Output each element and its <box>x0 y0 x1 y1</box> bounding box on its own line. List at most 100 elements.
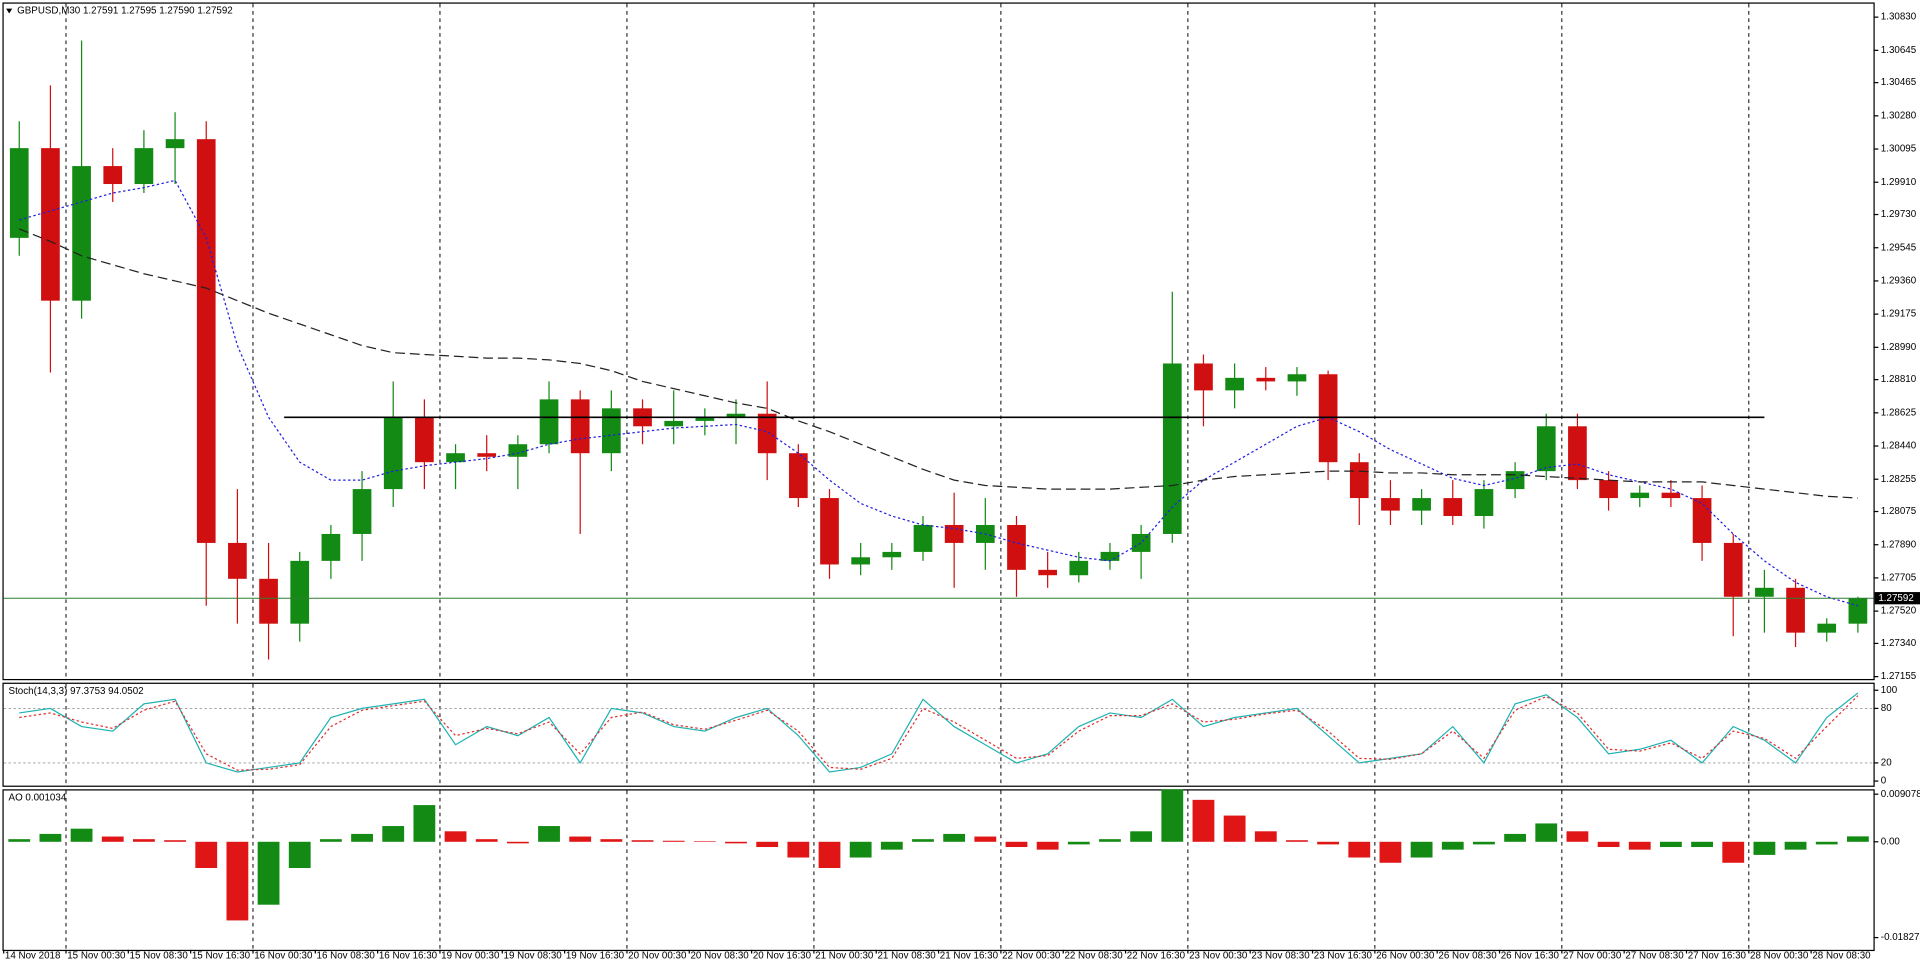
ao-bar <box>1379 841 1402 863</box>
candle-body <box>41 148 60 301</box>
ao-bar <box>662 840 685 842</box>
ao-bar <box>600 839 623 842</box>
candle-body <box>1817 623 1837 633</box>
moving-average <box>19 179 1859 607</box>
last-price-label: 1.27592 <box>1878 593 1913 604</box>
y-tick-label: -0.018273 <box>1881 932 1920 943</box>
ao-bar <box>1691 841 1713 848</box>
candle-body <box>1848 598 1868 624</box>
candle-body <box>820 498 839 565</box>
x-tick-label: 16 Nov 08:30 <box>317 951 376 962</box>
candle-body <box>1474 489 1494 517</box>
candle-body <box>259 578 278 624</box>
x-tick-label: 19 Nov 00:30 <box>441 951 500 962</box>
price-panel-frame <box>2 2 1875 681</box>
x-tick-label: 14 Nov 2018 <box>5 951 61 962</box>
ao-bar <box>444 831 467 842</box>
candle-body <box>944 524 964 543</box>
candle-body <box>1505 471 1525 490</box>
x-tick-label: 28 Nov 00:30 <box>1750 951 1809 962</box>
y-tick-label: 1.29175 <box>1881 309 1917 320</box>
ao-bar <box>1130 831 1153 842</box>
candle-body <box>664 420 684 427</box>
x-tick-label: 19 Nov 08:30 <box>504 951 563 962</box>
y-tick-label: 1.30645 <box>1881 45 1917 56</box>
candle-body <box>1318 374 1338 463</box>
x-tick-label: 22 Nov 16:30 <box>1127 951 1186 962</box>
ao-bar <box>1753 841 1776 855</box>
y-tick-label: 1.28075 <box>1881 506 1917 517</box>
y-tick-label: 0.009078 <box>1881 789 1920 800</box>
ao-bar <box>1317 841 1340 845</box>
y-tick-label: 1.29545 <box>1881 242 1917 253</box>
ao-bar <box>1473 841 1495 845</box>
candle-body <box>1723 542 1743 597</box>
y-tick-label: 1.29730 <box>1881 209 1917 220</box>
x-tick-label: 23 Nov 00:30 <box>1189 951 1248 962</box>
candle-body <box>9 148 29 238</box>
candle-body <box>1194 363 1213 391</box>
x-tick-label: 26 Nov 16:30 <box>1501 951 1560 962</box>
candle-body <box>383 417 403 490</box>
y-tick-label: 1.29910 <box>1881 177 1917 188</box>
stoch-line <box>19 695 1859 771</box>
candle-body <box>602 408 621 454</box>
y-tick-label: 1.28440 <box>1881 441 1917 452</box>
ao-bar <box>475 839 498 842</box>
ao-bar <box>1535 823 1558 842</box>
ao-bar <box>1815 841 1838 845</box>
ao-bar <box>1192 799 1215 842</box>
y-tick-label: 1.30280 <box>1881 110 1917 121</box>
ao-bar <box>756 841 779 848</box>
y-tick-label: 1.28810 <box>1881 374 1917 385</box>
y-tick-label: 100 <box>1881 685 1898 696</box>
ao-bar <box>1597 841 1620 848</box>
x-tick-label: 21 Nov 16:30 <box>940 951 999 962</box>
x-tick-label: 21 Nov 00:30 <box>815 951 874 962</box>
candle-body <box>1287 374 1307 382</box>
ao-bar <box>257 841 280 905</box>
candle-body <box>1007 524 1026 570</box>
candle-body <box>1100 551 1120 561</box>
candle-body <box>1256 377 1276 382</box>
ao-bar <box>1005 841 1028 848</box>
x-tick-label: 15 Nov 08:30 <box>130 951 189 962</box>
candle-body <box>1038 569 1057 576</box>
ao-bar <box>39 833 62 842</box>
x-tick-label: 19 Nov 16:30 <box>566 951 625 962</box>
ao-bar <box>195 841 218 869</box>
x-tick-label: 27 Nov 00:30 <box>1563 951 1622 962</box>
y-tick-label: 20 <box>1881 757 1892 768</box>
candle-body <box>757 413 777 454</box>
ao-bar <box>1036 841 1059 850</box>
candle-body <box>72 166 91 301</box>
ao-bar <box>538 826 560 842</box>
menu-arrow[interactable] <box>6 8 13 14</box>
ao-bar <box>725 841 747 844</box>
y-tick-label: 1.27890 <box>1881 539 1917 550</box>
x-tick-label: 22 Nov 08:30 <box>1064 951 1123 962</box>
ao-bar <box>1223 815 1246 842</box>
candle-body <box>1536 426 1556 472</box>
y-tick-label: 1.30095 <box>1881 144 1917 155</box>
ao-bar <box>1504 833 1526 842</box>
moving-average <box>19 228 1858 499</box>
ao-bar <box>319 839 342 842</box>
x-tick-label: 27 Nov 08:30 <box>1625 951 1684 962</box>
x-tick-label: 20 Nov 08:30 <box>690 951 749 962</box>
x-tick-label: 23 Nov 08:30 <box>1251 951 1310 962</box>
candle-body <box>1786 587 1805 633</box>
y-tick-label: 1.28255 <box>1881 474 1917 485</box>
candle-body <box>228 542 247 579</box>
ao-bar <box>818 841 841 869</box>
candle-body <box>695 417 715 421</box>
ao-bar <box>351 833 373 842</box>
x-tick-label: 28 Nov 08:30 <box>1812 951 1871 962</box>
candle-body <box>1069 560 1089 576</box>
stoch-title: Stoch(14,3,3) 97.3753 94.0502 <box>9 686 144 697</box>
ao-bar <box>133 839 155 842</box>
candle-body <box>415 417 434 463</box>
y-tick-label: 0.00 <box>1881 836 1901 847</box>
